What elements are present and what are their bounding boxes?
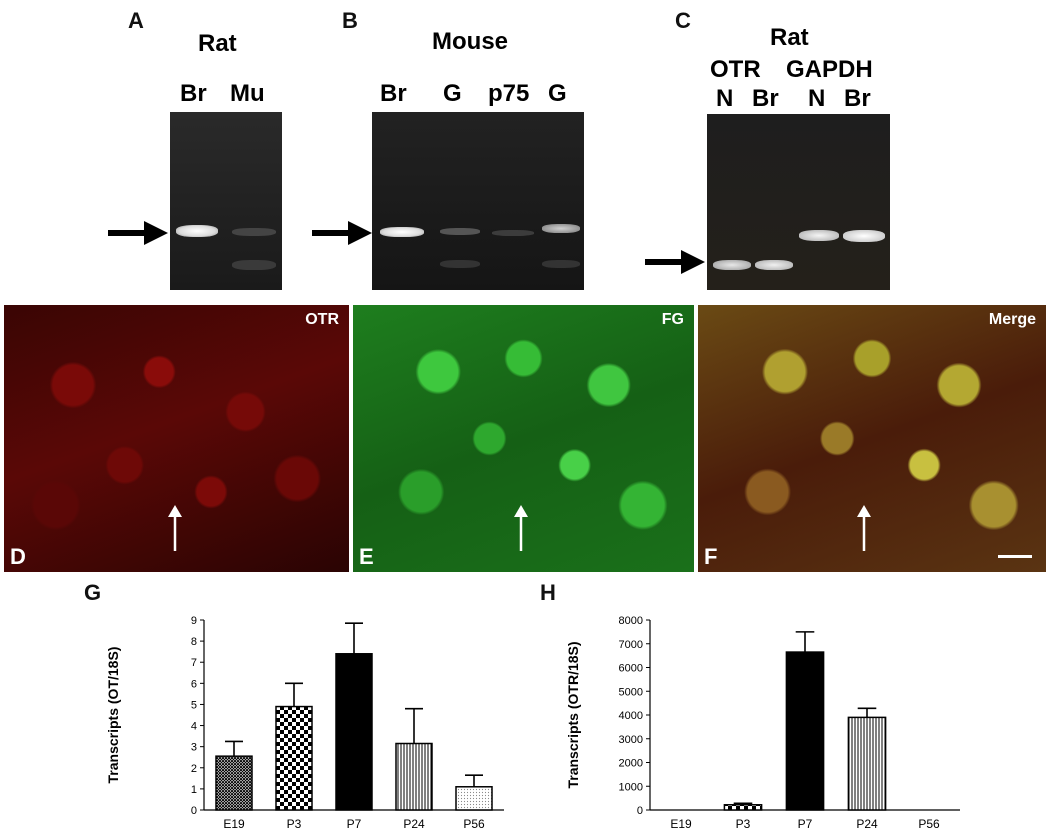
micrograph-label-merge: Merge <box>988 311 1036 328</box>
arrow-icon <box>108 221 168 245</box>
x-tick-label: P7 <box>798 817 813 830</box>
arrow-icon <box>645 250 705 274</box>
y-tick-label: 8000 <box>619 615 643 627</box>
x-tick-label: P56 <box>918 817 940 830</box>
y-tick-label: 1000 <box>619 781 643 793</box>
panel-c-lane-br: Br <box>752 85 779 112</box>
panel-b-lane-p75: p75 <box>488 80 530 107</box>
gel-band <box>380 227 424 237</box>
panel-a-lane-br: Br <box>180 80 207 107</box>
x-tick-label: P7 <box>347 817 362 830</box>
gel-band <box>843 230 885 242</box>
scale-bar <box>998 555 1032 558</box>
bar-chart-h: Transcripts (OTR/18S) 0 1000 2000 3000 4000 50… <box>565 615 960 830</box>
y-tick-label: 2 <box>191 763 197 775</box>
panel-c-group-gapdh: GAPDH <box>786 56 873 83</box>
y-tick-label: 6 <box>191 678 197 690</box>
panel-c-lane-n: N <box>716 85 734 112</box>
x-tick-label: P24 <box>856 817 878 830</box>
gel-band <box>542 224 580 233</box>
bar <box>395 742 433 811</box>
micrograph-fg: FG E <box>353 305 694 572</box>
micrograph-merge: Merge F <box>698 305 1046 572</box>
gel-band <box>492 230 534 236</box>
arrow-icon <box>857 505 871 551</box>
y-tick-label: 9 <box>191 615 197 627</box>
gel-image-c <box>707 114 890 290</box>
panel-letter-c: C <box>675 8 691 33</box>
panel-a-lane-mu: Mu <box>230 80 265 107</box>
panel-c-species: Rat <box>770 24 809 51</box>
y-tick-label: 5000 <box>619 686 643 698</box>
y-tick-label: 7 <box>191 657 197 669</box>
bar-chart-g: Transcripts (OT/18S) 0 1 2 3 4 5 6 7 8 9 E19 P3 P7 P24… <box>105 615 504 830</box>
gel-band <box>799 230 839 241</box>
panel-b-lane-g: G <box>443 80 462 107</box>
panel-c-lane-br2: Br <box>844 85 871 112</box>
gel-band <box>755 260 793 270</box>
y-tick-label: 5 <box>191 699 197 711</box>
x-tick-label: P3 <box>287 817 302 830</box>
panel-letter-g: G <box>84 580 102 605</box>
gel-band <box>713 260 751 270</box>
gel-band <box>542 260 580 268</box>
y-tick-label: 4000 <box>619 710 643 722</box>
y-tick-label: 0 <box>191 805 197 817</box>
bar <box>455 786 493 811</box>
y-tick-label: 2000 <box>619 758 643 770</box>
bar <box>215 755 253 811</box>
y-axis-label: Transcripts (OT/18S) <box>105 647 121 784</box>
panel-c-lane-n2: N <box>808 85 826 112</box>
panel-c-group-otr: OTR <box>710 56 761 83</box>
arrow-icon <box>168 505 182 551</box>
bar <box>335 653 373 811</box>
gel-band <box>232 260 276 270</box>
panel-b-lane-g2: G <box>548 80 567 107</box>
y-tick-label: 4 <box>191 721 197 733</box>
y-tick-label: 7000 <box>619 639 643 651</box>
bar <box>723 804 763 811</box>
micrograph-label-fg: FG <box>661 311 684 328</box>
bar <box>785 651 825 811</box>
panel-letter-h: H <box>540 580 556 605</box>
y-tick-label: 3 <box>191 742 197 754</box>
y-tick-label: 3000 <box>619 734 643 746</box>
arrow-icon <box>514 505 528 551</box>
micrograph-label-otr: OTR <box>305 311 339 328</box>
y-tick-label: 6000 <box>619 663 643 675</box>
y-tick-label: 8 <box>191 636 197 648</box>
x-tick-label: E19 <box>670 817 692 830</box>
x-tick-label: E19 <box>223 817 245 830</box>
gel-band <box>232 228 276 236</box>
x-tick-label: P24 <box>403 817 425 830</box>
x-tick-label: P3 <box>736 817 751 830</box>
y-axis-label: Transcripts (OTR/18S) <box>565 641 581 788</box>
y-tick-label: 0 <box>637 805 643 817</box>
panel-letter-f: F <box>704 544 718 569</box>
panel-a-species: Rat <box>198 30 237 57</box>
x-tick-label: P56 <box>463 817 485 830</box>
gel-band <box>440 260 480 268</box>
panel-b-species: Mouse <box>432 28 509 55</box>
gel-image-b <box>372 112 584 290</box>
panel-letter-a: A <box>128 8 144 33</box>
gel-band <box>440 228 480 235</box>
micrograph-otr: OTR D <box>4 305 349 572</box>
panel-letter-d: D <box>10 544 26 569</box>
gel-image-a <box>170 112 282 290</box>
panel-letter-e: E <box>359 544 374 569</box>
gel-band <box>176 225 218 237</box>
bar <box>275 705 313 811</box>
panel-letter-b: B <box>342 8 358 33</box>
arrow-icon <box>312 221 372 245</box>
y-tick-label: 1 <box>191 784 197 796</box>
panel-b-lane-br: Br <box>380 80 407 107</box>
bar <box>847 716 887 811</box>
